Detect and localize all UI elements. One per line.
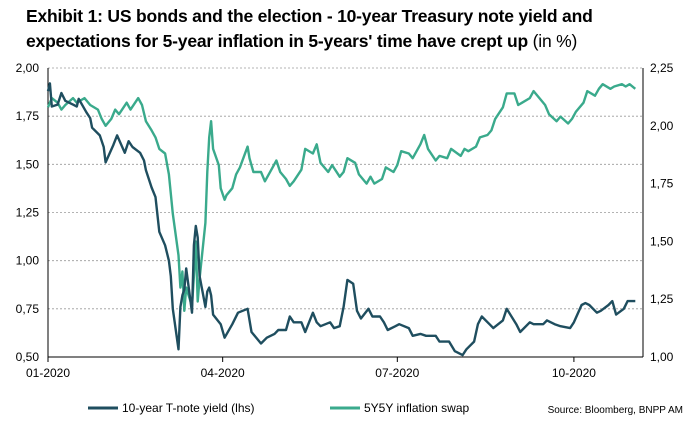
chart-title: Exhibit 1: US bonds and the election - 1… xyxy=(26,4,676,54)
series-line-t-note-yield xyxy=(46,82,636,357)
y-right-tick-label: 1,25 xyxy=(650,292,674,306)
x-tick-label: 07-2020 xyxy=(375,366,419,380)
y-right-tick-label: 1,75 xyxy=(650,177,674,191)
legend-label: 5Y5Y inflation swap xyxy=(364,401,470,415)
y-left-tick-label: 1,25 xyxy=(16,206,40,220)
legend-label: 10-year T-note yield (lhs) xyxy=(122,401,255,415)
y-left-tick-label: 1,75 xyxy=(16,109,40,123)
chart-title-main: Exhibit 1: US bonds and the election - 1… xyxy=(26,6,593,51)
y-left-tick-label: 0,50 xyxy=(16,350,40,364)
legend: 10-year T-note yield (lhs) 5Y5Y inflation… xyxy=(88,401,470,415)
y-right-tick-label: 1,50 xyxy=(650,234,674,248)
y-right-tick-label: 2,25 xyxy=(650,61,674,75)
source-note: Source: Bloomberg, BNPP AM xyxy=(548,405,683,416)
y-left-tick-label: 0,75 xyxy=(16,302,40,316)
y-right-tick-label: 2,00 xyxy=(650,119,674,133)
gridlines xyxy=(48,67,643,310)
series-lines xyxy=(46,82,637,357)
axes: 0,50 0,75 1,00 1,25 1,50 1,75 2,00 1,00 1,25 1,50… xyxy=(16,61,674,380)
y-left-tick-label: 1,00 xyxy=(16,254,40,268)
y-left-tick-label: 2,00 xyxy=(16,61,40,75)
y-left-tick-label: 1,50 xyxy=(16,157,40,171)
y-right-tick-label: 1,00 xyxy=(650,350,674,364)
series-line-inflation-swap xyxy=(46,83,637,312)
chart-title-unit: (in %) xyxy=(532,31,578,51)
x-tick-label: 10-2020 xyxy=(552,366,596,380)
x-tick-label: 01-2020 xyxy=(26,366,70,380)
x-tick-label: 04-2020 xyxy=(201,366,245,380)
